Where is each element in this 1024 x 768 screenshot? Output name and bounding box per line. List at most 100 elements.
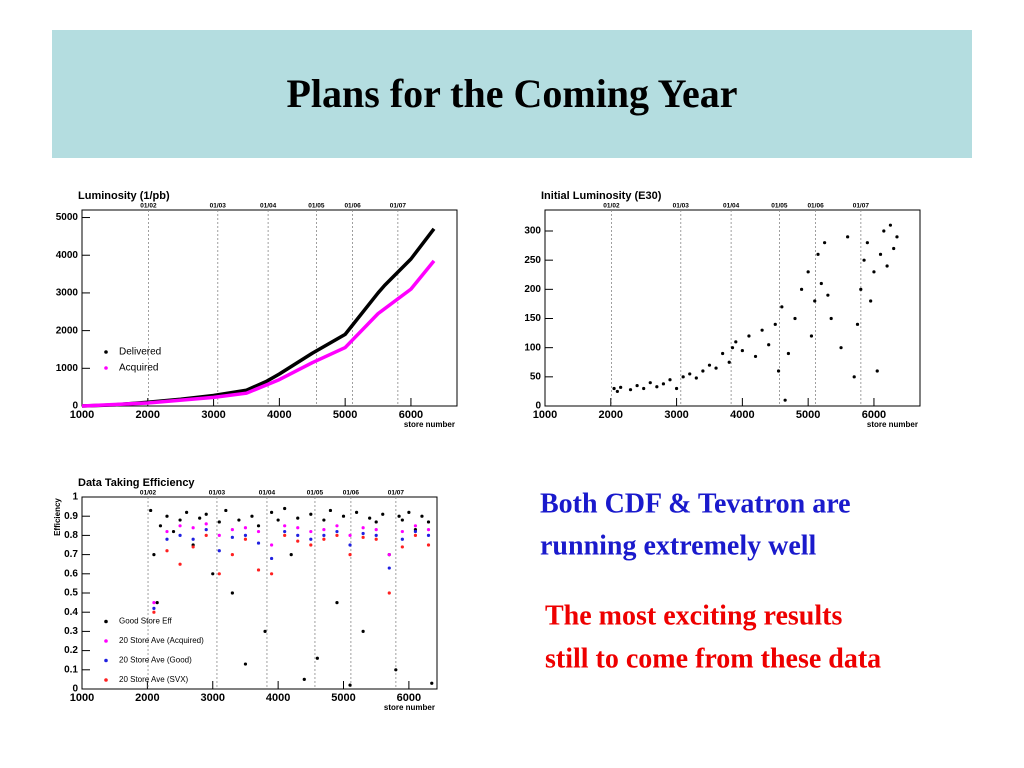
data-point — [681, 375, 685, 379]
data-point — [701, 369, 705, 373]
data-point — [230, 591, 234, 595]
data-point — [760, 328, 764, 332]
data-point — [335, 529, 339, 534]
data-point — [204, 528, 208, 532]
data-point — [859, 287, 863, 291]
period-label: 01/07 — [853, 203, 870, 210]
data-point — [648, 381, 652, 385]
data-point — [799, 287, 804, 291]
data-point — [740, 348, 744, 353]
data-point — [839, 346, 843, 350]
data-point — [283, 524, 287, 528]
data-point — [400, 518, 404, 522]
data-point — [217, 533, 221, 538]
data-point — [852, 375, 856, 379]
data-point — [155, 601, 159, 605]
data-point — [707, 363, 712, 367]
data-point — [855, 322, 860, 326]
x-tick-label: 5000 — [333, 409, 357, 421]
data-point — [413, 529, 418, 534]
data-point — [296, 539, 300, 543]
y-tick-label: 1 — [72, 492, 78, 503]
period-label: 01/03 — [673, 203, 690, 210]
data-point — [773, 322, 777, 326]
data-point — [783, 398, 787, 402]
period-label: 01/02 — [140, 203, 157, 210]
data-point — [361, 526, 365, 530]
data-point — [635, 383, 639, 388]
data-point — [256, 524, 261, 528]
data-point — [387, 566, 391, 570]
data-point — [420, 514, 424, 518]
data-point — [283, 533, 287, 538]
y-tick-label: 0.5 — [64, 588, 78, 599]
period-label: 01/02 — [140, 490, 157, 497]
data-point — [872, 270, 876, 274]
data-point — [217, 520, 221, 524]
period-label: 01/05 — [307, 490, 324, 497]
data-point — [727, 360, 731, 364]
data-point — [335, 601, 339, 605]
data-point — [714, 366, 718, 370]
data-point — [152, 610, 156, 614]
data-point — [426, 533, 431, 538]
legend-label: 20 Store Ave (Good) — [119, 656, 192, 665]
data-point — [413, 533, 418, 538]
data-point — [269, 543, 274, 547]
charts: Luminosity (1/pb)01000200030004000500010… — [53, 190, 921, 712]
period-label: 01/05 — [771, 203, 788, 210]
data-point — [374, 528, 378, 532]
slide-title: Plans for the Coming Year — [286, 71, 737, 116]
data-point — [806, 270, 810, 274]
data-point — [661, 382, 666, 386]
data-point — [204, 533, 208, 538]
data-point — [309, 543, 313, 547]
x-tick-label: 6000 — [397, 692, 421, 704]
data-point — [361, 531, 365, 536]
period-label: 01/04 — [723, 203, 740, 210]
data-point — [296, 533, 300, 538]
chart-title: Data Taking Efficiency — [78, 477, 195, 489]
data-point — [204, 512, 208, 516]
x-tick-label: 1000 — [533, 409, 557, 421]
data-point — [400, 545, 404, 549]
data-point — [426, 528, 431, 532]
period-label: 01/06 — [344, 203, 361, 210]
y-axis-label: Efficiency — [53, 498, 62, 536]
data-point — [204, 522, 208, 526]
data-point — [158, 524, 163, 528]
data-point — [397, 514, 401, 518]
data-point — [191, 537, 195, 541]
red-text: The most exciting results — [545, 600, 842, 631]
x-axis-label: store number — [867, 420, 918, 429]
data-point — [829, 316, 833, 321]
data-point — [217, 549, 221, 553]
x-tick-label: 6000 — [862, 409, 886, 421]
data-point — [407, 510, 411, 514]
data-point — [178, 533, 182, 538]
data-point — [322, 528, 326, 532]
data-point — [869, 299, 873, 303]
data-point — [309, 512, 313, 516]
y-tick-label: 0.6 — [64, 568, 78, 579]
data-point — [619, 385, 623, 389]
data-point — [394, 668, 398, 672]
data-point — [895, 235, 899, 239]
data-point — [400, 537, 404, 541]
x-tick-label: 4000 — [266, 692, 290, 704]
data-point — [348, 533, 352, 538]
data-point — [694, 376, 698, 380]
y-tick-label: 0.2 — [64, 645, 78, 656]
plot-frame — [544, 209, 921, 407]
data-point — [269, 510, 274, 514]
y-tick-label: 300 — [524, 226, 541, 237]
data-point — [341, 514, 346, 518]
data-point — [813, 299, 817, 303]
red-text: still to come from these data — [545, 643, 881, 674]
x-tick-label: 3000 — [201, 692, 225, 704]
data-point — [348, 543, 352, 547]
period-label: 01/04 — [259, 490, 276, 497]
data-point — [165, 537, 169, 541]
data-point — [178, 524, 182, 528]
